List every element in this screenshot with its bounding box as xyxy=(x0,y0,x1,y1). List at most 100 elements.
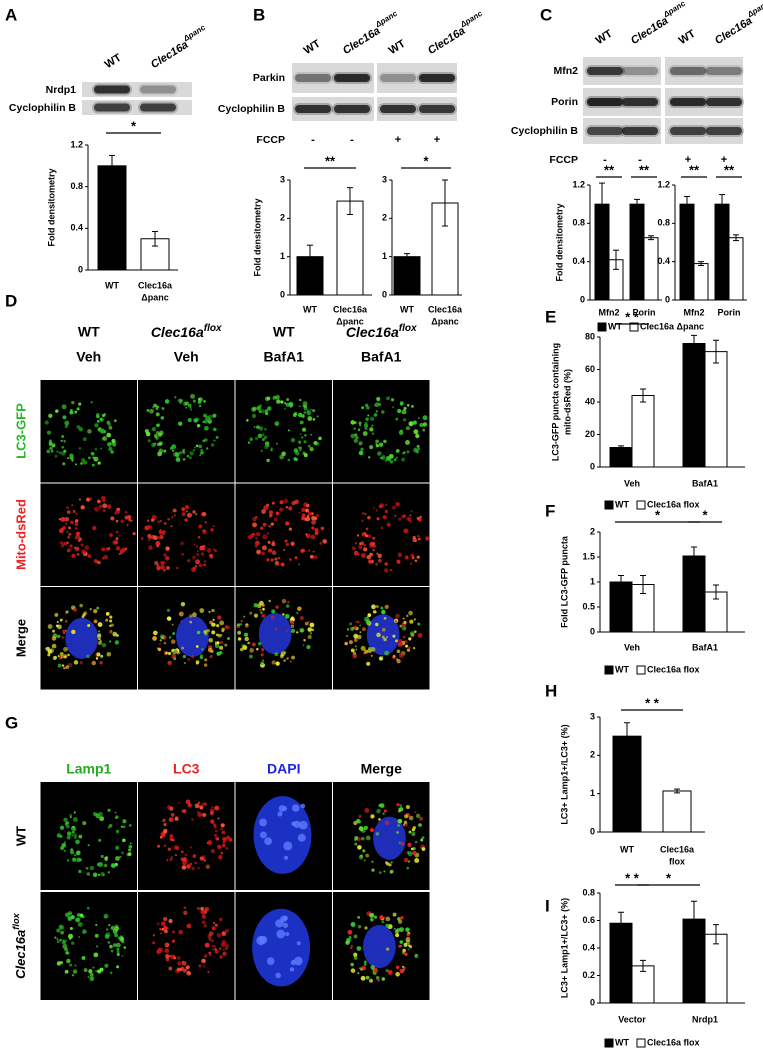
significance-label: ** xyxy=(604,162,615,177)
puncta xyxy=(66,541,69,545)
puncta xyxy=(97,622,103,627)
puncta xyxy=(367,515,371,520)
puncta xyxy=(395,456,398,459)
puncta xyxy=(353,638,358,642)
puncta xyxy=(95,657,99,660)
puncta xyxy=(397,824,400,827)
puncta xyxy=(283,659,287,662)
puncta xyxy=(189,614,193,618)
legend-label: WT xyxy=(615,1037,629,1047)
legend-label: WT xyxy=(608,321,622,331)
significance-label: ** xyxy=(724,162,735,177)
puncta xyxy=(399,968,405,974)
puncta xyxy=(191,818,194,821)
puncta xyxy=(264,396,270,402)
puncta xyxy=(396,803,400,807)
puncta xyxy=(201,958,206,964)
puncta xyxy=(402,514,407,518)
puncta xyxy=(288,401,294,407)
puncta xyxy=(271,609,276,614)
puncta xyxy=(299,398,302,402)
puncta xyxy=(254,544,258,548)
puncta xyxy=(395,971,400,977)
puncta xyxy=(73,608,78,612)
puncta xyxy=(366,661,371,666)
puncta xyxy=(290,628,296,634)
puncta xyxy=(299,433,302,436)
puncta xyxy=(178,651,181,654)
puncta xyxy=(369,827,375,833)
panel-letter: C xyxy=(540,5,552,24)
puncta xyxy=(353,550,359,556)
puncta xyxy=(195,513,198,516)
error-bar xyxy=(109,154,115,177)
puncta xyxy=(78,935,81,938)
puncta xyxy=(309,447,314,452)
puncta xyxy=(421,847,426,851)
puncta xyxy=(402,951,405,954)
puncta xyxy=(97,461,101,465)
puncta xyxy=(260,449,263,452)
puncta xyxy=(146,519,150,523)
y-tick-label: 0 xyxy=(665,294,670,304)
puncta xyxy=(389,460,394,464)
puncta xyxy=(314,531,319,536)
puncta xyxy=(405,426,410,431)
puncta xyxy=(394,620,398,623)
puncta xyxy=(186,454,190,458)
puncta xyxy=(358,855,364,860)
puncta xyxy=(404,555,409,560)
puncta xyxy=(199,805,204,810)
puncta xyxy=(260,653,264,657)
puncta xyxy=(166,859,169,862)
puncta xyxy=(69,410,74,415)
puncta xyxy=(307,620,310,623)
puncta xyxy=(152,636,157,641)
bar xyxy=(714,203,730,301)
puncta xyxy=(266,558,270,562)
puncta xyxy=(153,630,158,636)
puncta xyxy=(196,550,199,553)
puncta xyxy=(46,449,51,454)
column-header: WT xyxy=(78,324,100,340)
puncta xyxy=(95,969,98,973)
legend-swatch xyxy=(636,500,646,510)
puncta xyxy=(310,534,316,540)
puncta xyxy=(76,913,81,917)
puncta xyxy=(305,533,308,536)
puncta xyxy=(361,553,366,559)
puncta xyxy=(302,427,307,432)
puncta xyxy=(104,856,108,861)
puncta xyxy=(219,645,224,650)
column-header: BafA1 xyxy=(361,349,402,365)
puncta xyxy=(72,817,78,823)
puncta xyxy=(274,557,278,561)
puncta xyxy=(210,811,214,816)
puncta xyxy=(396,649,401,654)
puncta xyxy=(192,449,196,452)
puncta xyxy=(114,540,119,545)
puncta xyxy=(171,444,177,450)
error-bar xyxy=(152,230,158,247)
puncta xyxy=(346,628,350,631)
puncta xyxy=(218,854,223,860)
puncta xyxy=(203,560,207,563)
nucleus xyxy=(176,615,209,657)
puncta xyxy=(106,651,112,657)
legend-label: WT xyxy=(615,664,629,674)
puncta xyxy=(414,559,418,562)
puncta xyxy=(64,424,68,429)
puncta xyxy=(157,535,162,540)
puncta xyxy=(386,396,390,401)
puncta xyxy=(414,840,418,844)
puncta xyxy=(190,567,196,573)
legend-label: Clec16a Δpanc xyxy=(640,321,704,331)
puncta xyxy=(124,515,129,520)
puncta xyxy=(367,534,372,538)
puncta xyxy=(304,518,308,522)
puncta xyxy=(174,396,177,399)
puncta xyxy=(237,637,242,641)
puncta xyxy=(95,415,99,419)
puncta xyxy=(160,564,165,570)
puncta xyxy=(94,447,98,451)
